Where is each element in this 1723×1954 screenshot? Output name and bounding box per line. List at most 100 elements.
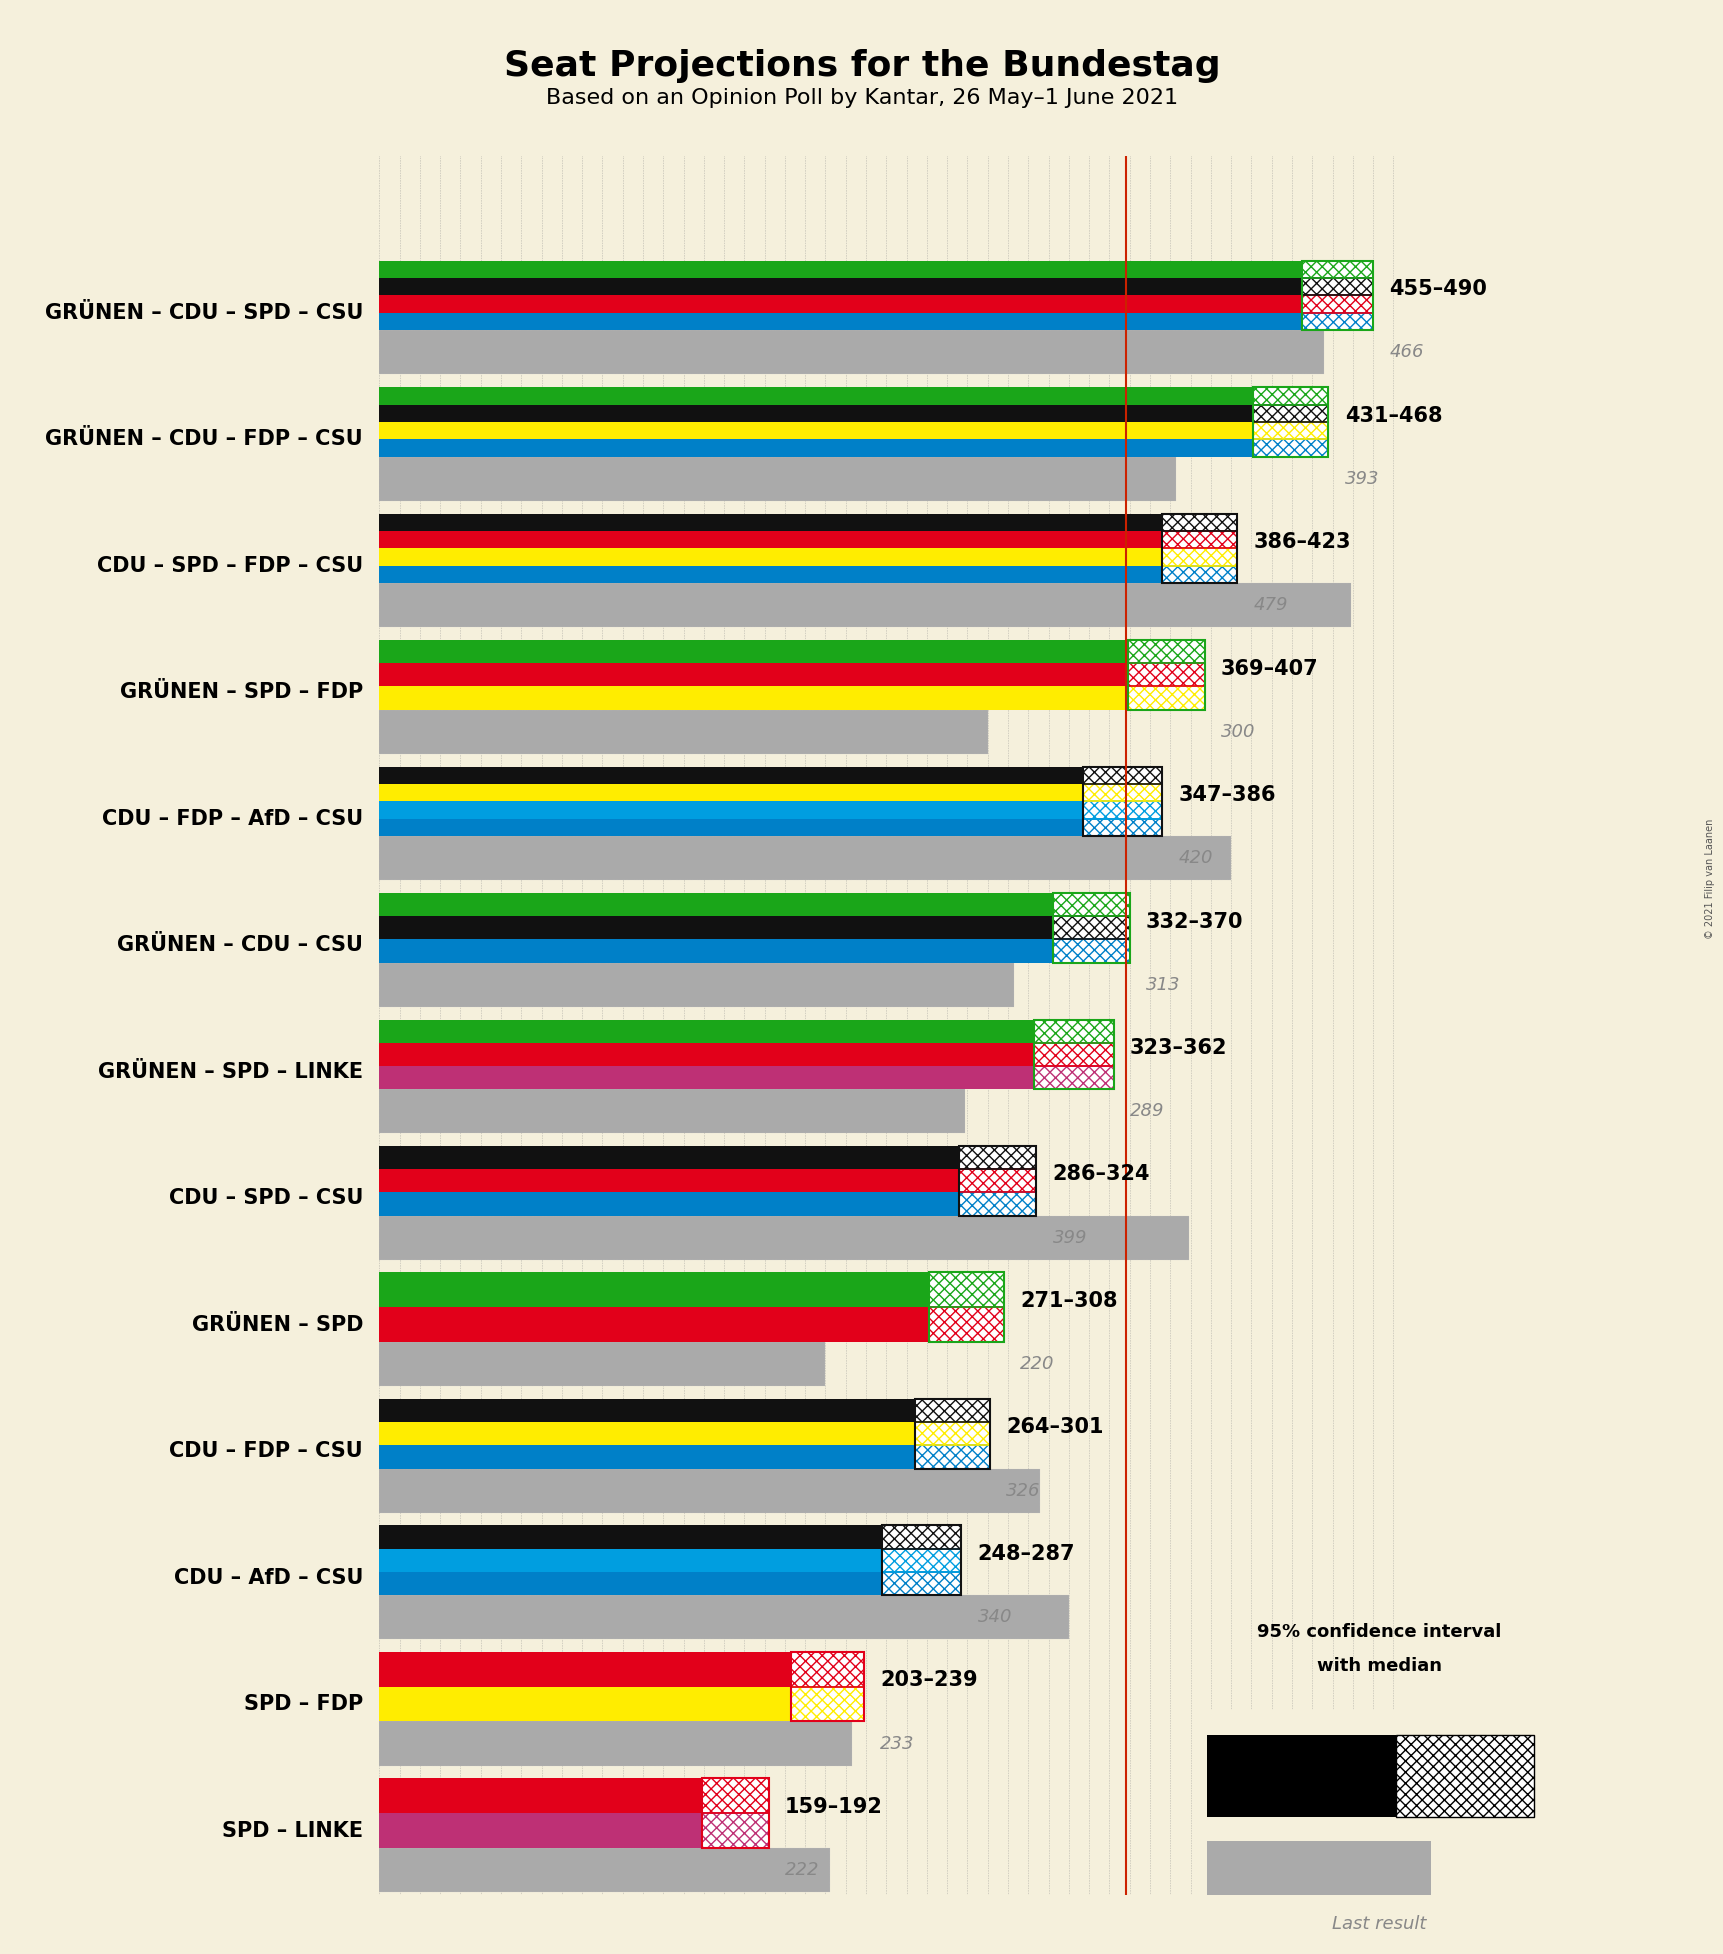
Bar: [929, 1272, 1003, 1307]
Text: 222: 222: [784, 1860, 818, 1880]
Bar: [1253, 440, 1328, 457]
Bar: [1127, 686, 1204, 709]
Bar: [379, 1848, 829, 1891]
Bar: [882, 1526, 961, 1594]
Bar: [379, 440, 1253, 457]
Bar: [958, 1168, 1036, 1192]
Bar: [1301, 260, 1372, 330]
Bar: [1082, 801, 1161, 819]
Bar: [379, 1145, 958, 1168]
Bar: [379, 1686, 791, 1721]
Bar: [379, 582, 1351, 627]
Bar: [1253, 422, 1328, 440]
Bar: [701, 1813, 768, 1848]
Bar: [1053, 940, 1129, 963]
Bar: [1253, 404, 1328, 422]
Bar: [1301, 260, 1372, 277]
Bar: [379, 1526, 882, 1550]
Bar: [1053, 916, 1129, 940]
Bar: [1301, 313, 1372, 330]
Bar: [915, 1446, 989, 1469]
Bar: [379, 1550, 882, 1571]
Bar: [379, 295, 1301, 313]
Bar: [929, 1272, 1003, 1307]
Bar: [1253, 440, 1328, 457]
Bar: [1161, 531, 1237, 549]
Bar: [379, 260, 1301, 277]
Bar: [915, 1423, 989, 1446]
Bar: [1053, 893, 1129, 963]
Bar: [379, 893, 1053, 916]
Bar: [701, 1813, 768, 1848]
Bar: [1161, 549, 1237, 567]
Bar: [379, 784, 1082, 801]
Bar: [379, 1651, 791, 1686]
Bar: [1161, 549, 1237, 567]
Bar: [882, 1571, 961, 1594]
Text: CDU – SPD – CSU: CDU – SPD – CSU: [169, 1188, 364, 1208]
Bar: [1034, 1043, 1113, 1065]
Text: 323–362: 323–362: [1129, 1038, 1227, 1057]
Bar: [379, 582, 1351, 627]
Bar: [379, 313, 1301, 330]
Text: Based on an Opinion Poll by Kantar, 26 May–1 June 2021: Based on an Opinion Poll by Kantar, 26 M…: [546, 88, 1177, 107]
Text: GRÜNEN – CDU – SPD – CSU: GRÜNEN – CDU – SPD – CSU: [45, 303, 364, 322]
Bar: [379, 836, 1230, 881]
Bar: [1127, 662, 1204, 686]
Bar: [379, 963, 1013, 1006]
Bar: [958, 1192, 1036, 1215]
Bar: [1053, 893, 1129, 916]
Bar: [379, 549, 1161, 567]
Bar: [1301, 295, 1372, 313]
Bar: [379, 709, 987, 754]
Bar: [1396, 1735, 1533, 1817]
Bar: [379, 422, 1253, 440]
Text: SPD – LINKE: SPD – LINKE: [222, 1821, 364, 1841]
Bar: [1034, 1043, 1113, 1065]
Bar: [958, 1192, 1036, 1215]
Bar: [915, 1423, 989, 1446]
Bar: [379, 1342, 825, 1385]
Bar: [791, 1686, 863, 1721]
Bar: [958, 1145, 1036, 1168]
Bar: [791, 1651, 863, 1721]
Text: 332–370: 332–370: [1146, 911, 1242, 932]
Bar: [791, 1651, 863, 1686]
Bar: [379, 1721, 851, 1766]
Text: 264–301: 264–301: [1006, 1417, 1103, 1438]
Bar: [1034, 1065, 1113, 1088]
Bar: [379, 1065, 1034, 1088]
Bar: [1127, 662, 1204, 686]
Bar: [1127, 686, 1204, 709]
Bar: [882, 1571, 961, 1594]
Text: 347–386: 347–386: [1179, 786, 1275, 805]
Text: 393: 393: [1344, 469, 1378, 488]
Text: 286–324: 286–324: [1053, 1165, 1149, 1184]
Bar: [379, 387, 1253, 404]
Bar: [882, 1526, 961, 1550]
Bar: [1396, 1735, 1533, 1817]
Bar: [1301, 277, 1372, 295]
Bar: [1253, 422, 1328, 440]
Text: 248–287: 248–287: [977, 1544, 1075, 1563]
Text: 289: 289: [1129, 1102, 1163, 1120]
Bar: [379, 1571, 882, 1594]
Bar: [379, 457, 1175, 500]
Bar: [791, 1651, 863, 1686]
Bar: [915, 1399, 989, 1469]
Bar: [929, 1307, 1003, 1342]
Text: 399: 399: [1053, 1229, 1087, 1247]
Text: 203–239: 203–239: [880, 1671, 977, 1690]
Text: CDU – AfD – CSU: CDU – AfD – CSU: [174, 1567, 364, 1587]
Text: 386–423: 386–423: [1253, 531, 1351, 553]
Bar: [379, 1423, 915, 1446]
Bar: [701, 1778, 768, 1813]
Bar: [1206, 1841, 1430, 1895]
Bar: [379, 1848, 829, 1891]
Bar: [1053, 916, 1129, 940]
Bar: [379, 1168, 958, 1192]
Bar: [1253, 404, 1328, 422]
Bar: [379, 836, 1230, 881]
Text: CDU – FDP – CSU: CDU – FDP – CSU: [169, 1442, 364, 1462]
Bar: [379, 277, 1301, 295]
